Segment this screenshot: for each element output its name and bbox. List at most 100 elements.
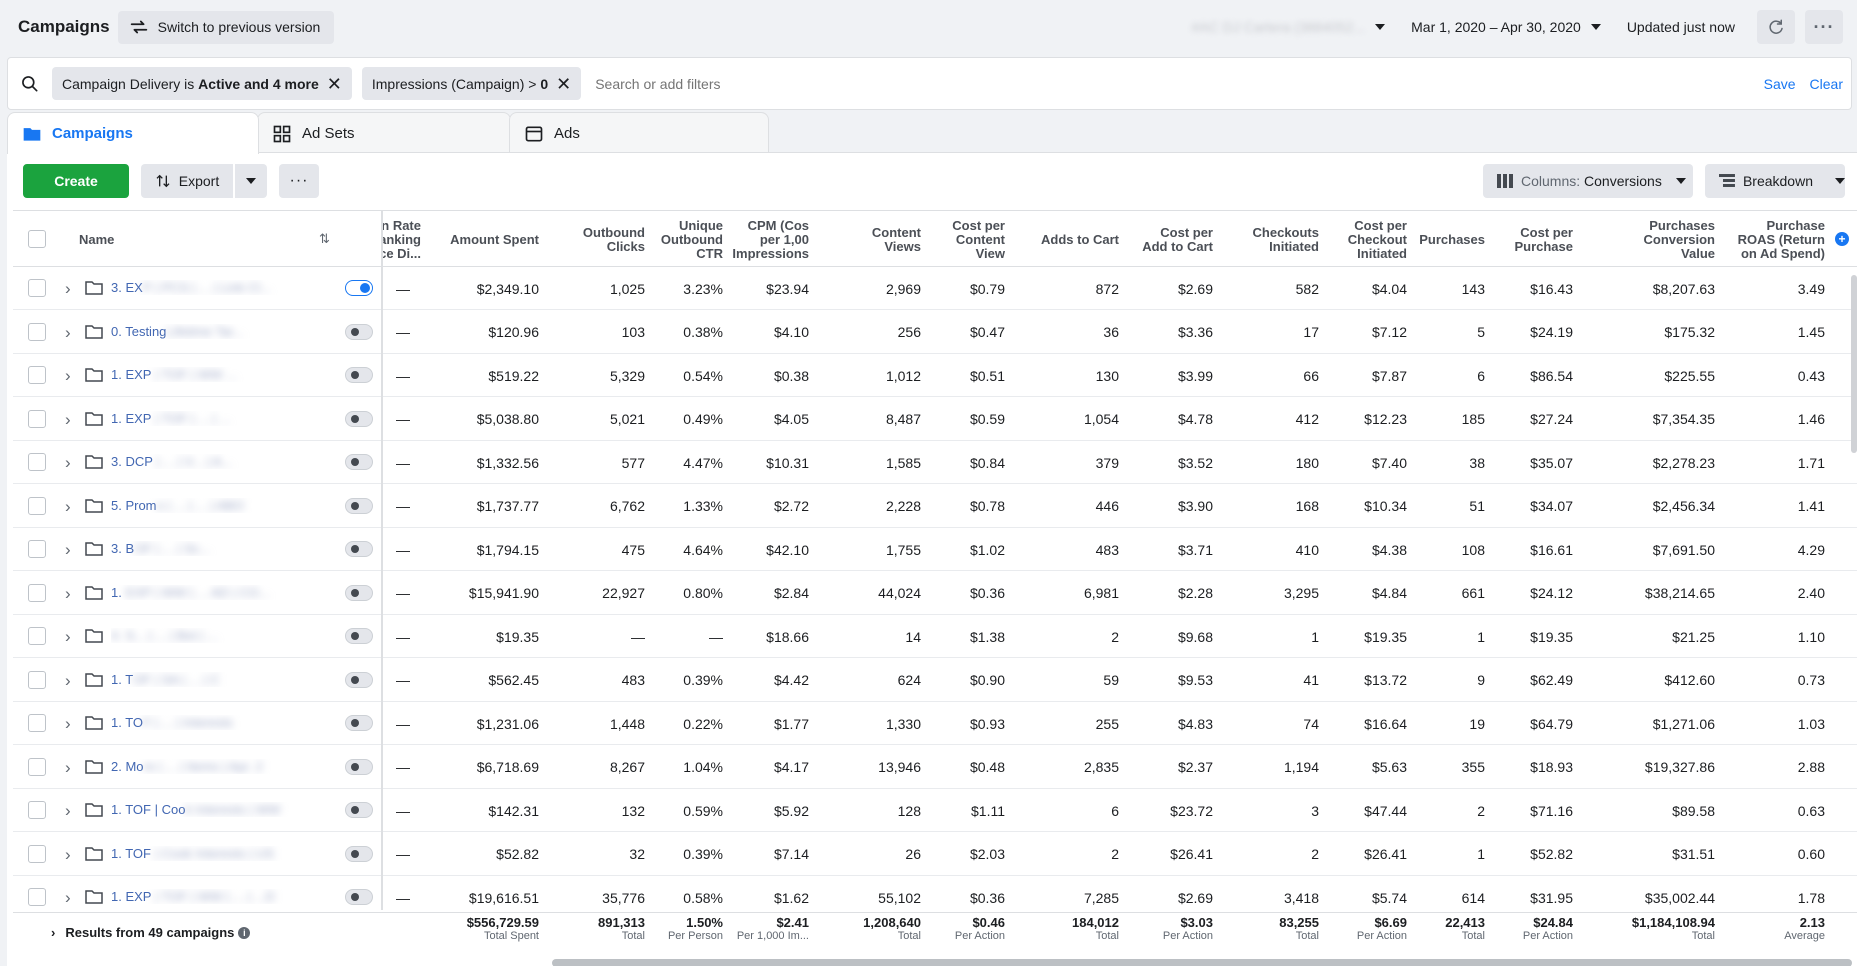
filter-chip-delivery[interactable]: Campaign Delivery is Active and 4 more ✕	[52, 67, 352, 100]
row-checkbox[interactable]	[28, 409, 46, 428]
close-icon[interactable]: ✕	[326, 73, 342, 94]
table-row[interactable]: › 5. Promo | ... | ... | ABO — $1,737.77 6,7…	[13, 484, 1857, 528]
row-checkbox[interactable]	[28, 888, 46, 906]
column-header[interactable]: Cost per Content View	[952, 217, 1005, 261]
info-icon[interactable]: i	[238, 926, 251, 939]
campaign-status-toggle[interactable]	[345, 497, 373, 514]
expand-chevron-icon[interactable]: ›	[65, 583, 71, 603]
row-checkbox[interactable]	[28, 279, 46, 297]
campaign-name-link[interactable]: 1. TOF | SA | ... | C	[111, 671, 220, 687]
table-row[interactable]: › 1. EXP | TOF | WW | ... | ...D — $19,616.…	[13, 876, 1857, 919]
expand-chevron-icon[interactable]: ›	[65, 757, 71, 777]
column-header[interactable]: Cost per Purchase	[1514, 224, 1573, 254]
table-row[interactable]: › 4. S... | ... | Bot | ... — $19.35 — — $18.6…	[13, 615, 1857, 658]
sort-icon[interactable]: ⇅	[319, 231, 330, 246]
row-checkbox[interactable]	[28, 714, 46, 732]
tab-campaigns[interactable]: Campaigns	[7, 112, 259, 154]
campaign-status-toggle[interactable]	[345, 410, 373, 427]
column-header[interactable]: n Rate anking ce Di...	[381, 217, 422, 261]
expand-chevron-icon[interactable]: ›	[65, 801, 71, 820]
vertical-scrollbar[interactable]	[1851, 275, 1857, 453]
row-checkbox[interactable]	[28, 801, 46, 819]
column-header-name[interactable]: Name	[79, 231, 115, 247]
close-icon[interactable]: ✕	[556, 73, 572, 94]
campaign-name-link[interactable]: 1. EXP | WW | ... AD | CO...	[111, 584, 270, 600]
campaign-name-link[interactable]: 1. TOF | ... | Interests	[111, 715, 233, 730]
tab-ad-sets[interactable]: Ad Sets	[257, 112, 511, 154]
campaign-status-toggle[interactable]	[345, 628, 373, 644]
row-checkbox[interactable]	[28, 366, 46, 384]
campaign-status-toggle[interactable]	[345, 845, 373, 862]
campaign-status-toggle[interactable]	[345, 541, 373, 557]
clear-filter-link[interactable]: Clear	[1809, 75, 1843, 92]
row-checkbox[interactable]	[28, 757, 46, 776]
column-header[interactable]: Checkouts Initiated	[1252, 224, 1319, 254]
expand-chevron-icon[interactable]: ›	[65, 540, 71, 559]
filter-search-input[interactable]	[595, 75, 996, 92]
campaign-name-link[interactable]: 5. Promo | ... | ... | ABO	[111, 497, 244, 513]
column-header[interactable]: Cost per Checkout Initiated	[1347, 217, 1407, 261]
campaign-status-toggle[interactable]	[345, 671, 373, 688]
expand-chevron-icon[interactable]: ›	[65, 366, 71, 385]
table-row[interactable]: › 1. TOF | SA | ... | C — $562.45 483 0.39% $4…	[13, 658, 1857, 702]
switch-version-button[interactable]: Switch to previous version	[117, 10, 335, 44]
campaign-status-toggle[interactable]	[345, 758, 373, 775]
table-row[interactable]: › 3. EXP | PCS | ... | Link Cl... — $2,349.…	[13, 267, 1857, 310]
campaign-status-toggle[interactable]	[345, 889, 373, 905]
campaign-status-toggle[interactable]	[345, 454, 373, 470]
results-summary[interactable]: › Results from 49 campaigns i	[51, 925, 251, 940]
campaign-status-toggle[interactable]	[345, 323, 373, 340]
table-row[interactable]: › 0. TestingLifetime Tar... — $120.96 103 0.3…	[13, 310, 1857, 354]
table-row[interactable]: › 2. More | ... | Items | Apr. 2 — $6,718.6…	[13, 745, 1857, 789]
expand-chevron-icon[interactable]: ›	[65, 627, 71, 646]
campaign-name-link[interactable]: 1. TOF | Cook Interests | WW	[111, 802, 281, 817]
horizontal-scrollbar[interactable]	[552, 959, 1852, 966]
campaign-name-link[interactable]: 2. More | ... | Items | Apr. 2	[111, 758, 263, 774]
row-checkbox[interactable]	[28, 453, 46, 471]
columns-dropdown[interactable]: Columns: Conversions	[1483, 164, 1693, 198]
table-row[interactable]: › 1. TOF | ... | Interests — $1,231.06 1,448…	[13, 702, 1857, 745]
more-options-button[interactable]: ···	[1805, 10, 1843, 44]
campaign-name-link[interactable]: 3. EXP | PCS | ... | Link Cl...	[111, 280, 272, 295]
column-header[interactable]: Outbound Clicks	[582, 224, 645, 254]
campaign-name-link[interactable]: 1. TOF | Cook Interests | US	[111, 845, 275, 861]
campaign-status-toggle[interactable]	[345, 802, 373, 818]
column-header[interactable]: Cost per Add to Cart	[1142, 224, 1213, 254]
column-header[interactable]: Adds to Cart	[1041, 231, 1119, 247]
expand-chevron-icon[interactable]: ›	[65, 844, 71, 864]
row-checkbox[interactable]	[28, 670, 46, 689]
filter-chip-impressions[interactable]: Impressions (Campaign) > 0 ✕	[361, 67, 582, 100]
tab-ads[interactable]: Ads	[509, 112, 769, 154]
row-checkbox[interactable]	[28, 583, 46, 602]
breakdown-dropdown[interactable]: Breakdown	[1705, 164, 1845, 198]
toolbar-more-button[interactable]: ···	[279, 164, 319, 198]
campaign-name-link[interactable]: 3. BOF | ... | Sc...	[111, 541, 211, 556]
campaign-name-link[interactable]: 3. DCP | ... | V... | A...	[111, 454, 233, 469]
campaign-status-toggle[interactable]	[345, 280, 373, 296]
row-checkbox[interactable]	[28, 496, 46, 515]
column-header[interactable]: Amount Spent	[450, 231, 539, 247]
campaign-status-toggle[interactable]	[345, 584, 373, 601]
column-header[interactable]: Purchase ROAS (Return on Ad Spend)	[1737, 217, 1825, 261]
column-header[interactable]: Content Views	[871, 224, 921, 254]
table-row[interactable]: › 1. TOF | Cook Interests | US — $52.82 32 0.…	[13, 832, 1857, 876]
expand-chevron-icon[interactable]: ›	[65, 496, 71, 516]
campaign-name-link[interactable]: 4. S... | ... | Bot | ...	[111, 628, 218, 643]
expand-chevron-icon[interactable]: ›	[65, 453, 71, 472]
table-row[interactable]: › 3. DCP | ... | V... | A... — $1,332.56 577…	[13, 441, 1857, 484]
campaign-name-link[interactable]: 0. TestingLifetime Tar...	[111, 323, 244, 339]
table-row[interactable]: › 1. EXP | TOF | WW ... — $519.22 5,329 0.54%…	[13, 354, 1857, 397]
table-row[interactable]: › 1. TOF | Cook Interests | WW — $142.31 132…	[13, 789, 1857, 832]
column-header[interactable]: CPM (Cos per 1,00 Impressions	[733, 217, 809, 261]
column-header[interactable]: Purchases	[1419, 231, 1485, 247]
campaign-name-link[interactable]: 1. EXP | TOF | WW ...	[111, 367, 237, 382]
row-checkbox[interactable]	[28, 627, 46, 645]
save-filter-link[interactable]: Save	[1763, 75, 1796, 92]
campaign-status-toggle[interactable]	[345, 715, 373, 731]
expand-chevron-icon[interactable]: ›	[65, 670, 71, 690]
account-selector[interactable]: #AC DJ Cartera (3884052...	[1192, 19, 1386, 35]
create-button[interactable]: Create	[23, 164, 129, 198]
select-all-checkbox[interactable]	[28, 230, 46, 248]
campaign-status-toggle[interactable]	[345, 367, 373, 383]
expand-chevron-icon[interactable]: ›	[65, 409, 71, 429]
